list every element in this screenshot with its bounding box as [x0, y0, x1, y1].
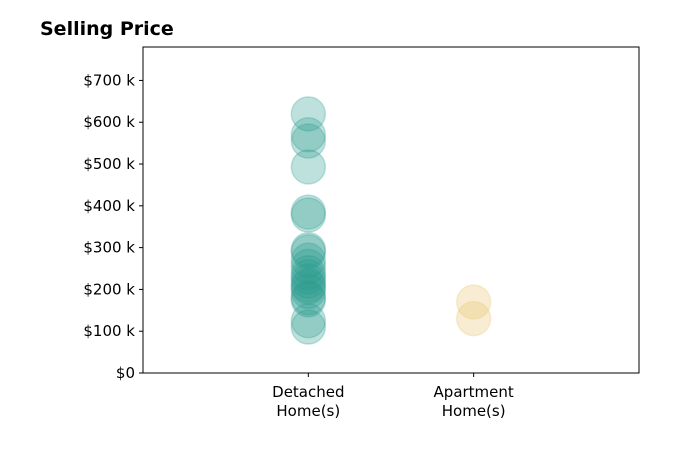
data-point: [290, 149, 327, 185]
y-axis: $0 $100 k $200 k $300 k $400 k $500 k $600 k $7…: [83, 71, 143, 382]
data-point: [290, 269, 327, 306]
data-point: [290, 96, 327, 132]
data-point: [290, 194, 327, 230]
data-point: [290, 267, 327, 303]
data-point: [290, 248, 327, 285]
chart-title: Selling Price: [40, 18, 174, 40]
data-point: [290, 280, 327, 316]
data-point: [290, 309, 327, 345]
plot-area-frame: [142, 46, 640, 374]
data-point: [455, 284, 492, 320]
x-tick-label: Detached Home(s): [272, 383, 344, 420]
data-point: [290, 234, 327, 270]
data-point: [290, 254, 327, 291]
data-point: [290, 263, 327, 299]
y-tick-label: $300 k: [83, 239, 135, 257]
x-tick-label: Apartment Home(s): [434, 383, 514, 420]
y-tick-label: $400 k: [83, 197, 135, 215]
data-point: [290, 242, 327, 278]
y-tick-label: $100 k: [83, 322, 135, 340]
x-axis: Detached Home(s) Apartment Home(s): [272, 373, 514, 420]
data-point: [290, 123, 327, 159]
y-tick-label: $200 k: [83, 280, 135, 298]
data-point: [290, 117, 327, 153]
y-tick-label: $0: [116, 364, 135, 382]
data-point: [290, 303, 327, 339]
data-point: [290, 231, 327, 268]
data-point: [290, 282, 327, 318]
y-tick-label: $700 k: [83, 71, 135, 89]
data-point: [290, 197, 327, 233]
data-points: [290, 96, 492, 345]
y-tick-label: $500 k: [83, 155, 135, 173]
data-point: [290, 259, 327, 295]
data-point: [290, 273, 327, 310]
y-tick-label: $600 k: [83, 113, 135, 131]
data-point: [455, 300, 492, 337]
